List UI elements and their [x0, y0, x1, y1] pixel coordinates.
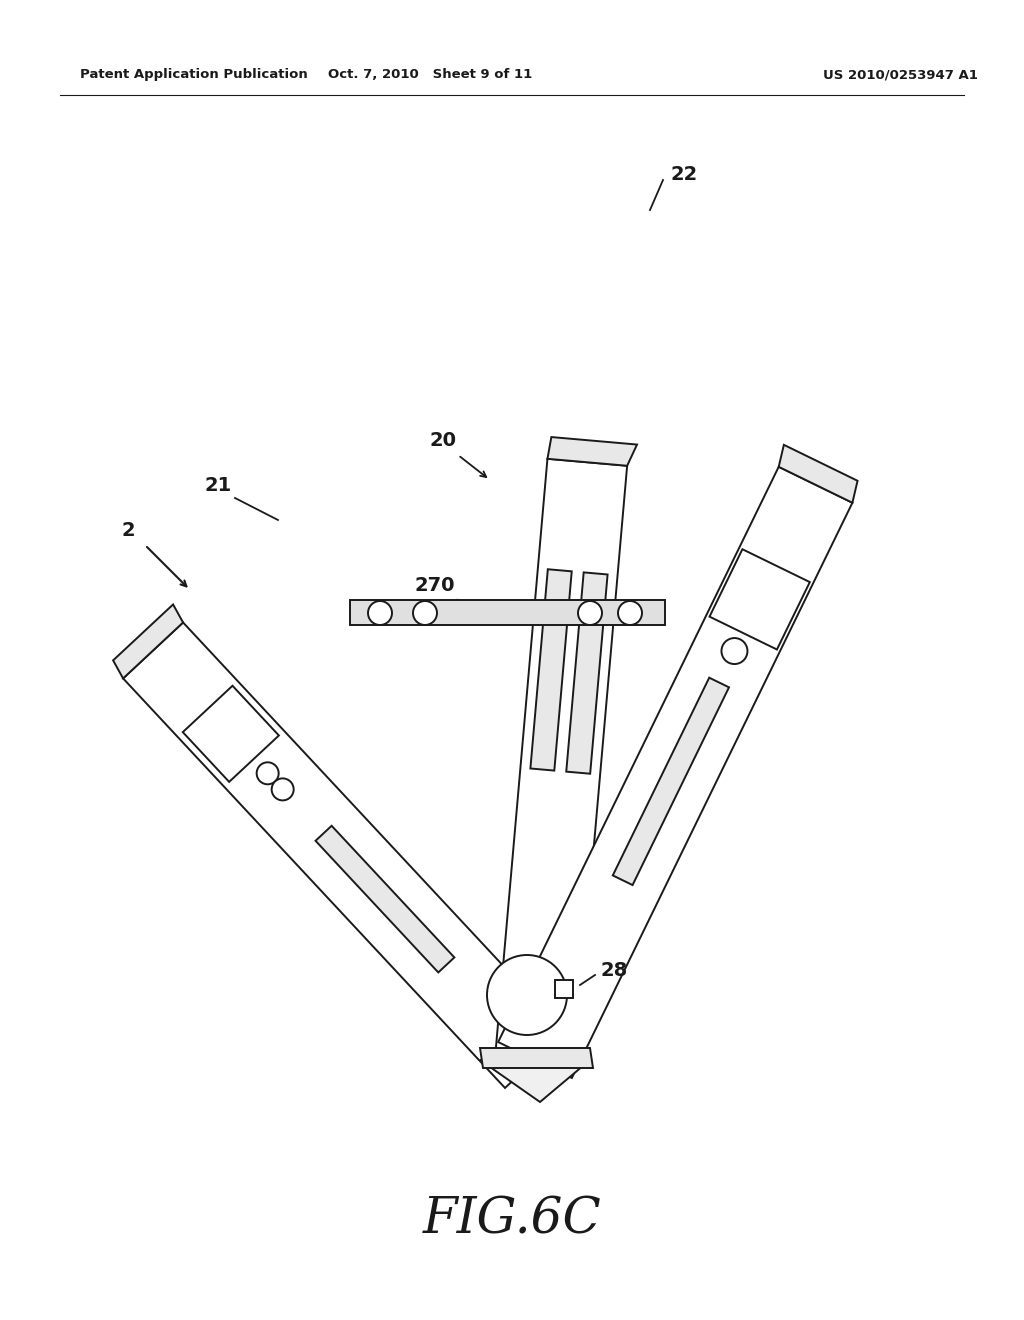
Polygon shape: [778, 445, 857, 503]
Polygon shape: [315, 826, 455, 973]
Polygon shape: [496, 459, 627, 1064]
Polygon shape: [123, 623, 565, 1088]
Circle shape: [618, 601, 642, 624]
Polygon shape: [710, 549, 810, 649]
Polygon shape: [498, 467, 852, 1078]
Polygon shape: [555, 979, 573, 998]
Circle shape: [271, 779, 294, 800]
Polygon shape: [566, 573, 607, 774]
Polygon shape: [113, 605, 183, 678]
Text: 28: 28: [600, 961, 628, 979]
Text: FIG.6C: FIG.6C: [423, 1196, 601, 1245]
Polygon shape: [350, 601, 665, 624]
Text: 21: 21: [205, 477, 231, 495]
Polygon shape: [182, 686, 279, 781]
Circle shape: [578, 601, 602, 624]
Circle shape: [722, 638, 748, 664]
Circle shape: [368, 601, 392, 624]
Text: 20: 20: [429, 432, 457, 450]
Polygon shape: [480, 1048, 593, 1068]
Text: Patent Application Publication: Patent Application Publication: [80, 69, 308, 81]
Text: 2: 2: [121, 520, 135, 540]
Polygon shape: [480, 1060, 590, 1102]
Text: 270: 270: [415, 576, 456, 595]
Text: US 2010/0253947 A1: US 2010/0253947 A1: [822, 69, 978, 81]
Circle shape: [487, 954, 567, 1035]
Text: 22: 22: [670, 165, 697, 185]
Polygon shape: [548, 437, 637, 466]
Text: Oct. 7, 2010   Sheet 9 of 11: Oct. 7, 2010 Sheet 9 of 11: [328, 69, 532, 81]
Polygon shape: [530, 569, 571, 771]
Circle shape: [257, 763, 279, 784]
Circle shape: [413, 601, 437, 624]
Polygon shape: [612, 677, 729, 886]
